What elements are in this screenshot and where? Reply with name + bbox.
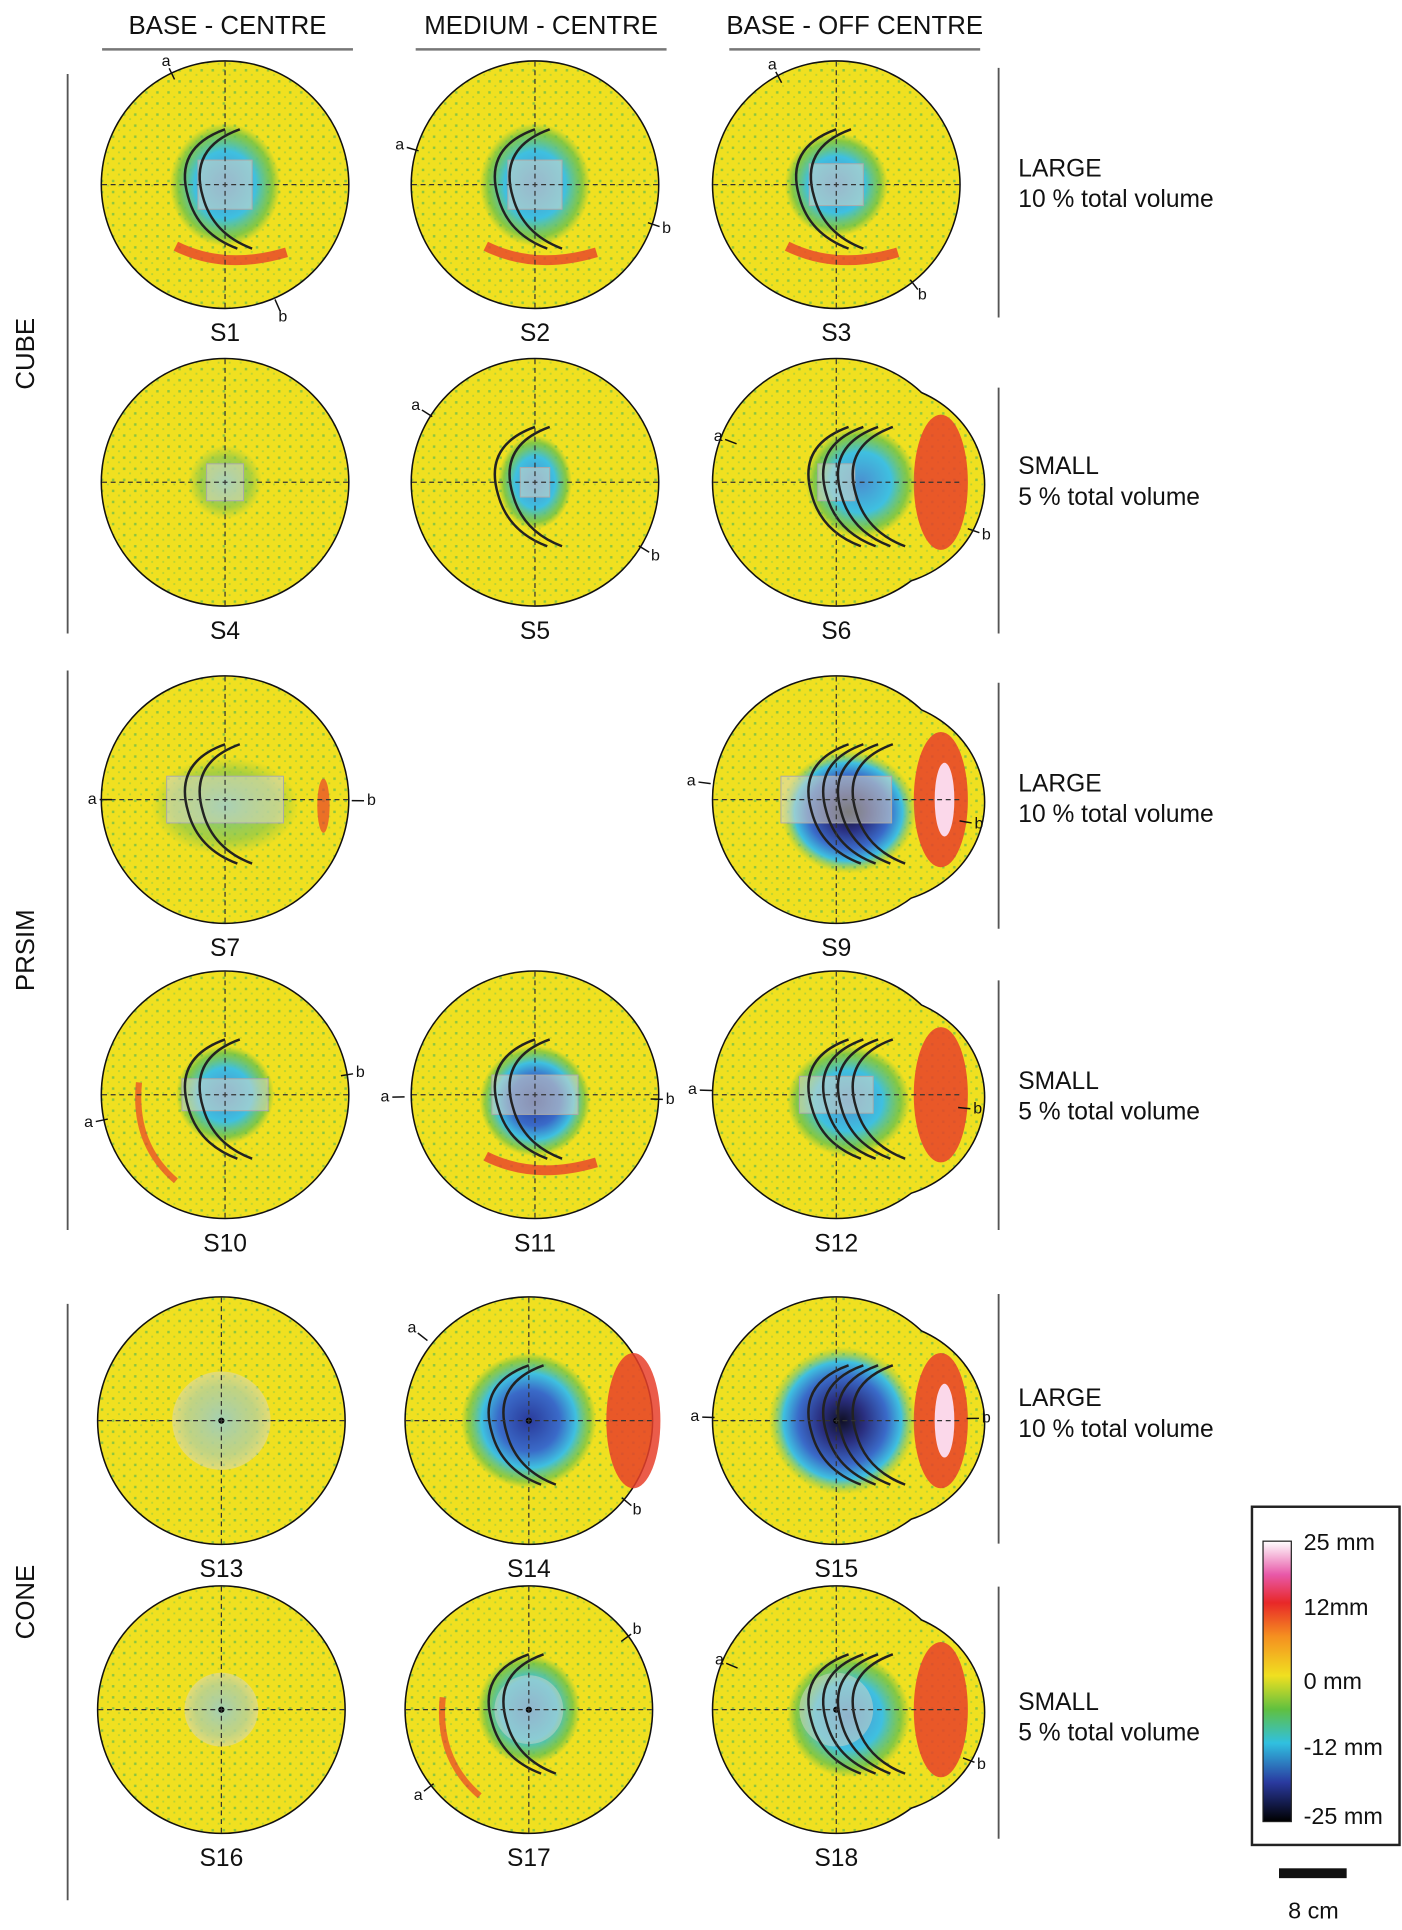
panel-label: S11 [514, 1230, 556, 1257]
profile-marker: b [278, 309, 287, 326]
panel: S2 a b [395, 62, 671, 348]
profile-marker: b [633, 1502, 642, 1519]
volume-label: 10 % total volume [1018, 801, 1213, 828]
profile-marker: b [974, 815, 983, 832]
volume-label: 5 % total volume [1018, 1720, 1200, 1747]
profile-marker: a [84, 1114, 93, 1131]
group-label: CONE [12, 1565, 40, 1640]
scale-label: 8 cm [1288, 1898, 1339, 1924]
size-label: LARGE [1018, 155, 1101, 182]
profile-marker: b [651, 547, 660, 564]
profile-marker: a [690, 1408, 699, 1425]
profile-marker: b [666, 1091, 675, 1108]
marker-leader [698, 782, 710, 784]
panel-label: S5 [520, 618, 550, 645]
size-label: LARGE [1018, 1385, 1101, 1412]
profile-marker: b [973, 1101, 982, 1118]
profile-marker: b [918, 287, 927, 304]
panel-label: S1 [210, 320, 240, 347]
panel-label: S13 [200, 1556, 244, 1583]
panel: S5 a b [411, 359, 660, 645]
panel-label: S7 [210, 935, 240, 962]
size-label: SMALL [1018, 453, 1099, 480]
panel-label: S6 [821, 618, 851, 645]
size-label: SMALL [1018, 1068, 1099, 1095]
column-header: BASE - CENTRE [129, 12, 327, 40]
profile-marker: a [768, 57, 777, 74]
panel-label: S18 [814, 1845, 858, 1872]
scale-bar [1279, 1868, 1347, 1878]
profile-marker: a [414, 1787, 423, 1804]
panel-label: S15 [814, 1556, 858, 1583]
colorbar-label: 25 mm [1304, 1529, 1375, 1555]
volume-label: 5 % total volume [1018, 1099, 1200, 1126]
panel-label: S12 [814, 1230, 858, 1257]
profile-marker: b [977, 1756, 986, 1773]
size-label: SMALL [1018, 1689, 1099, 1716]
colorbar-label: -12 mm [1304, 1734, 1383, 1760]
panel: S7 a b [88, 677, 376, 963]
profile-marker: a [380, 1088, 389, 1105]
figure: BASE - CENTRE MEDIUM - CENTRE BASE - OFF C… [0, 0, 1402, 1930]
panel: S11 a b [380, 972, 674, 1258]
column-header: BASE - OFF CENTRE [726, 12, 983, 40]
panel-label: S16 [200, 1845, 244, 1872]
profile-marker: a [411, 397, 420, 414]
profile-marker: a [687, 772, 696, 789]
profile-marker: a [715, 1652, 724, 1669]
panel: S9 a b [687, 677, 984, 963]
profile-marker: b [633, 1621, 642, 1638]
colorbar [1263, 1541, 1291, 1821]
panel-label: S4 [210, 618, 240, 645]
profile-marker: a [408, 1320, 417, 1337]
volume-label: 10 % total volume [1018, 1416, 1213, 1443]
profile-marker: a [714, 428, 723, 445]
colorbar-label: 12mm [1304, 1594, 1369, 1620]
profile-marker: b [982, 526, 991, 543]
profile-marker: b [367, 792, 376, 809]
size-label: LARGE [1018, 770, 1101, 797]
panel-label: S14 [507, 1556, 551, 1583]
panel: S14 a b [406, 1298, 661, 1584]
group-label: CUBE [12, 318, 40, 390]
panel: S18 a b [713, 1587, 986, 1873]
marker-leader [418, 1333, 428, 1341]
volume-label: 5 % total volume [1018, 484, 1200, 511]
profile-marker: b [356, 1064, 365, 1081]
panel-label: S17 [507, 1845, 551, 1872]
group-label: PRSIM [12, 909, 40, 991]
page: { "columns": ["BASE - CENTRE", "MEDIUM -… [0, 0, 1402, 1930]
panel-label: S3 [821, 320, 851, 347]
colorbar-label: -25 mm [1304, 1803, 1383, 1829]
profile-marker: b [982, 1409, 991, 1426]
colorbar-label: 0 mm [1304, 1668, 1362, 1694]
marker-leader [622, 1498, 631, 1506]
panel-label: S10 [203, 1230, 247, 1257]
panel-label: S2 [520, 320, 550, 347]
uplift-zone [317, 779, 329, 833]
panel: S15 a b [690, 1298, 990, 1584]
panel-label: S9 [821, 935, 851, 962]
panel: S6 a b [713, 359, 991, 645]
profile-marker: a [395, 137, 404, 154]
marker-leader [422, 410, 432, 417]
profile-marker: a [88, 791, 97, 808]
profile-marker: a [162, 53, 171, 70]
column-header: MEDIUM - CENTRE [424, 12, 658, 40]
volume-label: 10 % total volume [1018, 186, 1213, 213]
profile-marker: a [688, 1081, 697, 1098]
profile-marker: b [662, 220, 671, 237]
marker-leader [639, 546, 649, 552]
